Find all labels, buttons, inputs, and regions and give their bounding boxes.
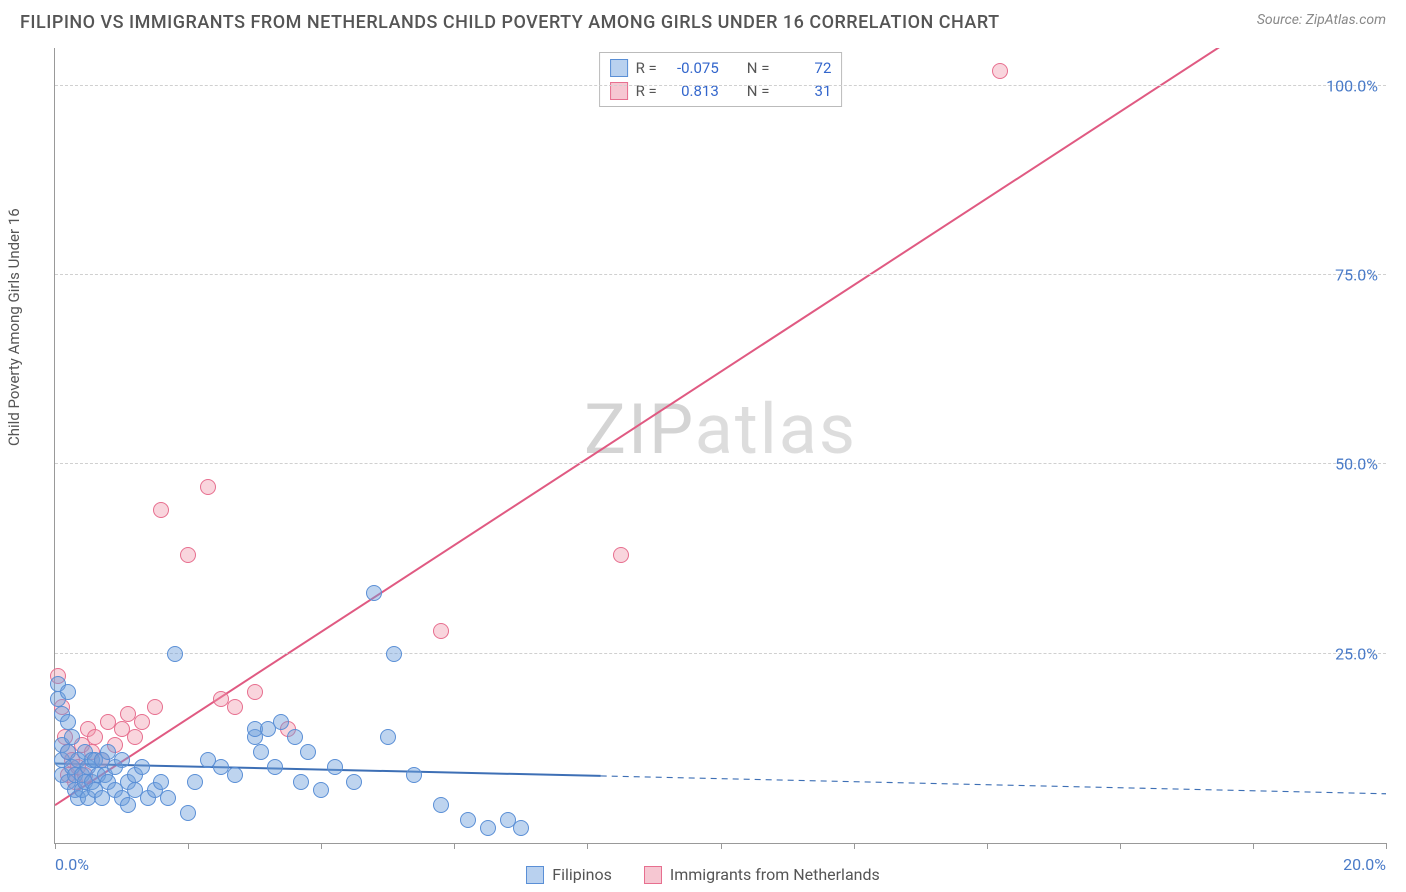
- legend-item-blue: Filipinos: [526, 865, 612, 884]
- data-point-blue: [386, 646, 402, 662]
- r-label: R =: [636, 57, 657, 80]
- y-tick-label: 75.0%: [1335, 266, 1378, 285]
- data-point-blue: [267, 759, 283, 775]
- data-point-blue: [346, 774, 362, 790]
- x-tick: [454, 843, 455, 849]
- data-point-pink: [153, 502, 169, 518]
- data-point-pink: [200, 479, 216, 495]
- data-point-pink: [87, 729, 103, 745]
- source-name: ZipAtlas.com: [1306, 12, 1386, 28]
- data-point-blue: [64, 729, 80, 745]
- data-point-blue: [134, 759, 150, 775]
- data-point-blue: [253, 744, 269, 760]
- x-tick: [55, 843, 56, 849]
- swatch-pink-icon: [644, 866, 662, 884]
- data-point-blue: [227, 767, 243, 783]
- data-point-blue: [60, 714, 76, 730]
- correlation-row-blue: R = -0.075 N = 72: [610, 57, 832, 80]
- data-point-pink: [134, 714, 150, 730]
- data-point-blue: [153, 774, 169, 790]
- r-value-blue: -0.075: [665, 57, 719, 80]
- data-point-blue: [366, 585, 382, 601]
- chart-title: FILIPINO VS IMMIGRANTS FROM NETHERLANDS …: [20, 12, 1000, 33]
- data-point-blue: [60, 684, 76, 700]
- y-tick-label: 100.0%: [1326, 76, 1378, 95]
- data-point-blue: [327, 759, 343, 775]
- chart-plot-area: ZIPatlas R = -0.075 N = 72 R = 0.813 N =…: [54, 48, 1386, 844]
- data-point-blue: [167, 646, 183, 662]
- series-legend: Filipinos Immigrants from Netherlands: [0, 865, 1406, 884]
- source-attribution: Source: ZipAtlas.com: [1257, 12, 1386, 28]
- data-point-pink: [992, 63, 1008, 79]
- x-tick: [721, 843, 722, 849]
- n-value-pink: 31: [777, 80, 831, 103]
- legend-item-pink: Immigrants from Netherlands: [644, 865, 880, 884]
- data-point-pink: [147, 699, 163, 715]
- data-point-blue: [187, 774, 203, 790]
- data-point-pink: [127, 729, 143, 745]
- source-prefix: Source:: [1257, 12, 1306, 28]
- data-point-blue: [273, 714, 289, 730]
- gridline-h: [55, 85, 1386, 86]
- gridline-h: [55, 653, 1386, 654]
- data-point-blue: [300, 744, 316, 760]
- data-point-pink: [613, 547, 629, 563]
- r-value-pink: 0.813: [665, 80, 719, 103]
- x-tick: [854, 843, 855, 849]
- data-point-pink: [180, 547, 196, 563]
- data-point-blue: [313, 782, 329, 798]
- y-axis-label: Child Poverty Among Girls Under 16: [5, 208, 23, 446]
- r-label: R =: [636, 80, 657, 103]
- data-point-blue: [380, 729, 396, 745]
- x-tick: [1253, 843, 1254, 849]
- n-value-blue: 72: [777, 57, 831, 80]
- data-point-blue: [180, 805, 196, 821]
- data-point-blue: [460, 812, 476, 828]
- data-point-blue: [406, 767, 422, 783]
- x-tick: [987, 843, 988, 849]
- watermark-atlas: atlas: [695, 389, 857, 471]
- x-tick: [587, 843, 588, 849]
- data-point-blue: [293, 774, 309, 790]
- y-tick-label: 25.0%: [1335, 644, 1378, 663]
- n-label: N =: [747, 57, 770, 80]
- data-point-blue: [480, 820, 496, 836]
- data-point-blue: [114, 752, 130, 768]
- data-point-blue: [433, 797, 449, 813]
- swatch-blue-icon: [610, 59, 628, 77]
- legend-label-blue: Filipinos: [552, 865, 612, 884]
- x-tick: [321, 843, 322, 849]
- correlation-legend: R = -0.075 N = 72 R = 0.813 N = 31: [599, 52, 843, 107]
- correlation-row-pink: R = 0.813 N = 31: [610, 80, 832, 103]
- watermark-zip: ZIP: [584, 389, 695, 471]
- n-label: N =: [747, 80, 770, 103]
- x-tick: [188, 843, 189, 849]
- data-point-pink: [247, 684, 263, 700]
- data-point-blue: [513, 820, 529, 836]
- gridline-h: [55, 274, 1386, 275]
- gridline-h: [55, 463, 1386, 464]
- watermark: ZIPatlas: [584, 389, 857, 471]
- data-point-pink: [433, 623, 449, 639]
- data-point-pink: [227, 699, 243, 715]
- x-tick: [1120, 843, 1121, 849]
- swatch-blue-icon: [526, 866, 544, 884]
- x-tick: [1386, 843, 1387, 849]
- data-point-blue: [160, 790, 176, 806]
- data-point-blue: [120, 797, 136, 813]
- legend-label-pink: Immigrants from Netherlands: [670, 865, 880, 884]
- data-point-blue: [287, 729, 303, 745]
- y-tick-label: 50.0%: [1335, 455, 1378, 474]
